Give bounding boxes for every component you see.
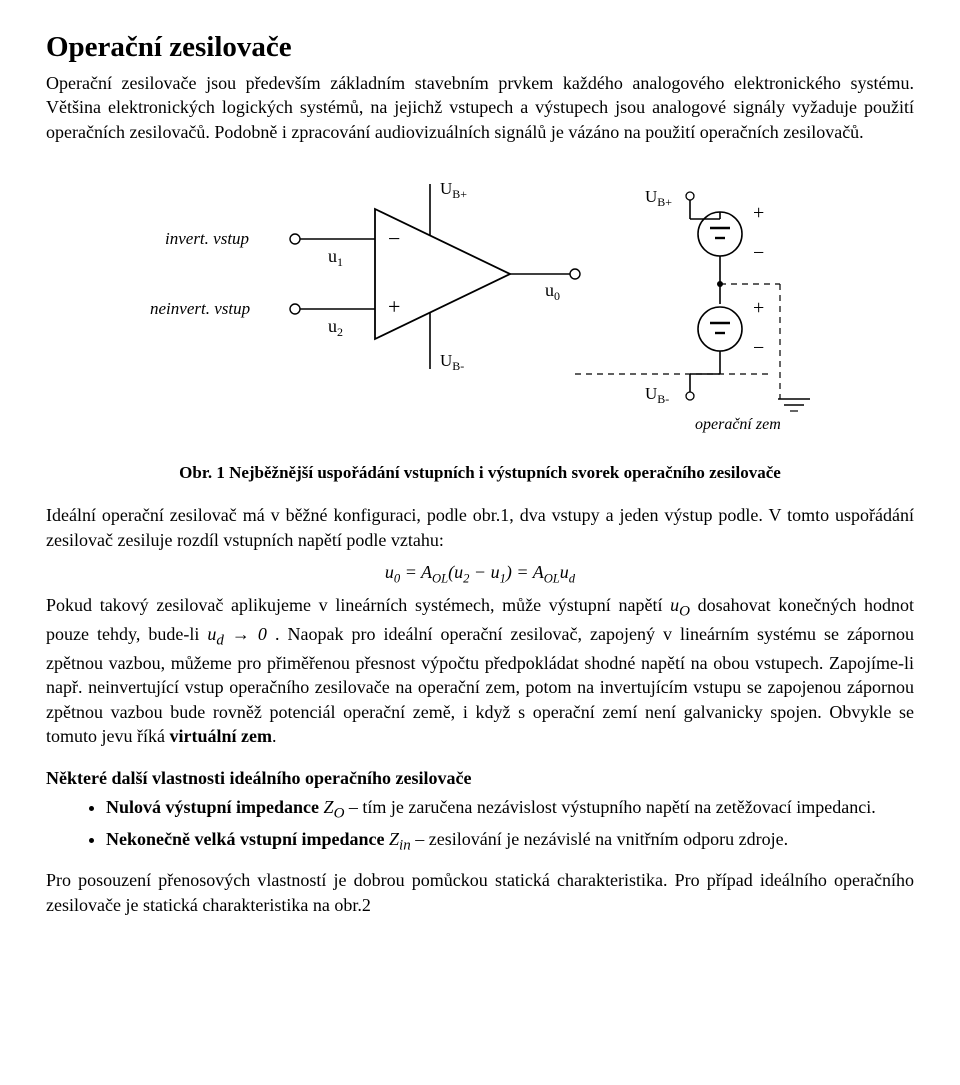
opamp-diagram: invert. vstup neinvert. vstup u1 u2 − + …: [150, 174, 810, 434]
p2b-end: .: [272, 726, 277, 746]
bullet2-rest: – zesilování je nezávislé na vnitřním od…: [411, 829, 788, 849]
figure-1: invert. vstup neinvert. vstup u1 u2 − + …: [46, 174, 914, 440]
properties-list: Nulová výstupní impedance ZO – tím je za…: [46, 795, 914, 857]
p2b-start: Pokud takový zesilovač aplikujeme v line…: [46, 595, 670, 615]
paragraph-2a: Ideální operační zesilovač má v běžné ko…: [46, 503, 914, 552]
bullet1-bold: Nulová výstupní impedance: [106, 797, 324, 817]
label-u2: u2: [328, 316, 343, 339]
list-item: Nulová výstupní impedance ZO – tím je za…: [106, 795, 914, 824]
paragraph-2b: Pokud takový zesilovač aplikujeme v line…: [46, 593, 914, 748]
bullet2-bold: Nekonečně velká vstupní impedance: [106, 829, 389, 849]
paragraph-3: Pro posouzení přenosových vlastností je …: [46, 868, 914, 917]
label-invert: invert. vstup: [165, 229, 249, 248]
page-title: Operační zesilovače: [46, 28, 914, 67]
svg-text:−: −: [753, 337, 764, 359]
label-ubm: UB-: [440, 351, 464, 373]
virtual-ground: virtuální zem: [169, 726, 271, 746]
figure-caption: Obr. 1 Nejběžnější uspořádání vstupních …: [46, 462, 914, 485]
label-u0: u0: [545, 280, 560, 303]
properties-heading: Některé další vlastnosti ideálního opera…: [46, 766, 914, 790]
label-noninv: neinvert. vstup: [150, 299, 250, 318]
equation-1: u0 = AOL(u2 − u1) = AOLud: [46, 560, 914, 588]
label-u1: u1: [328, 246, 343, 269]
label-ubp: UB+: [440, 179, 467, 201]
svg-text:+: +: [753, 297, 764, 319]
list-item: Nekonečně velká vstupní impedance Zin – …: [106, 827, 914, 856]
intro-paragraph: Operační zesilovače jsou především zákla…: [46, 71, 914, 144]
label-opzem: operační zem: [695, 416, 781, 433]
label-ubm2: UB-: [645, 384, 669, 406]
plus-symbol: +: [388, 294, 400, 319]
minus-symbol: −: [388, 226, 400, 251]
svg-text:−: −: [753, 242, 764, 264]
label-ubp2: UB+: [645, 187, 672, 209]
bullet1-rest: – tím je zaručena nezávislost výstupního…: [344, 797, 875, 817]
svg-text:+: +: [753, 202, 764, 224]
